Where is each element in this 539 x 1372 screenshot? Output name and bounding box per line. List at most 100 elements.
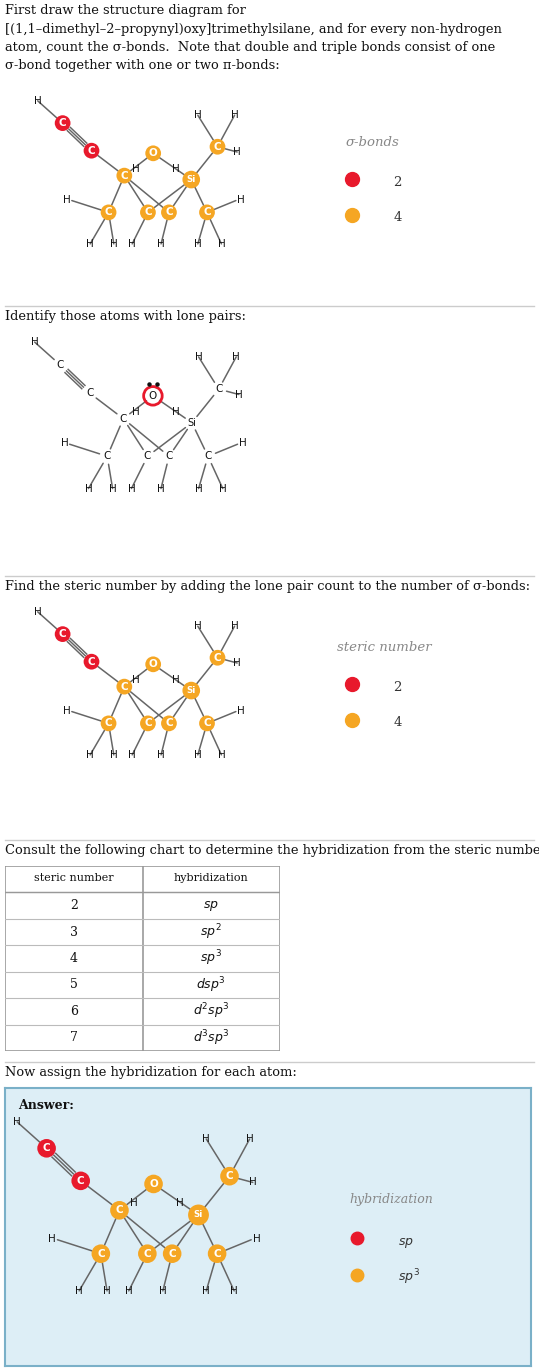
- Circle shape: [199, 716, 215, 731]
- Text: C: C: [88, 657, 95, 667]
- Text: C: C: [143, 1249, 151, 1258]
- Text: 7: 7: [70, 1032, 78, 1044]
- Text: C: C: [213, 1249, 221, 1258]
- Circle shape: [146, 656, 161, 672]
- Text: $sp^3$: $sp^3$: [201, 948, 222, 969]
- Text: C: C: [120, 414, 127, 424]
- Text: hybridization: hybridization: [174, 873, 248, 882]
- Text: H: H: [202, 1286, 210, 1297]
- Circle shape: [199, 204, 215, 221]
- Text: H: H: [157, 239, 165, 248]
- Text: 6: 6: [70, 1004, 78, 1018]
- Text: Find the steric number by adding the lone pair count to the number of σ-bonds:: Find the steric number by adding the lon…: [5, 580, 530, 593]
- Circle shape: [146, 145, 161, 161]
- Text: C: C: [86, 388, 93, 398]
- Text: Consult the following chart to determine the hybridization from the steric numbe: Consult the following chart to determine…: [5, 844, 539, 858]
- Text: H: H: [232, 351, 240, 362]
- Text: σ-bonds: σ-bonds: [345, 136, 399, 148]
- Text: $dsp^3$: $dsp^3$: [196, 975, 226, 995]
- Text: C: C: [88, 145, 95, 155]
- Text: H: H: [195, 483, 203, 494]
- Text: H: H: [86, 750, 94, 760]
- Text: C: C: [103, 451, 111, 461]
- Text: H: H: [75, 1286, 83, 1297]
- Text: $sp^2$: $sp^2$: [201, 922, 222, 941]
- Text: H: H: [233, 147, 241, 156]
- Text: C: C: [144, 451, 151, 461]
- Text: H: H: [109, 483, 116, 494]
- Text: C: C: [97, 1249, 105, 1258]
- Text: 2: 2: [393, 681, 402, 694]
- Text: H: H: [85, 483, 92, 494]
- Text: H: H: [61, 439, 69, 449]
- Text: C: C: [213, 653, 222, 663]
- Text: 3: 3: [70, 926, 78, 938]
- Circle shape: [116, 679, 132, 694]
- Text: H: H: [176, 1198, 184, 1207]
- Text: Now assign the hybridization for each atom:: Now assign the hybridization for each at…: [5, 1066, 297, 1078]
- Text: H: H: [235, 390, 243, 399]
- Text: hybridization: hybridization: [349, 1194, 433, 1206]
- Text: C: C: [105, 719, 112, 729]
- Text: H: H: [86, 239, 94, 248]
- Text: H: H: [194, 622, 202, 631]
- Text: C: C: [121, 170, 128, 181]
- Text: C: C: [144, 719, 152, 729]
- Circle shape: [188, 1205, 209, 1225]
- Text: H: H: [218, 239, 225, 248]
- Text: 4: 4: [70, 952, 78, 965]
- Text: $d^3sp^3$: $d^3sp^3$: [193, 1028, 230, 1048]
- Text: C: C: [77, 1176, 85, 1185]
- Text: H: H: [239, 439, 246, 449]
- Text: Si: Si: [186, 176, 196, 184]
- Text: Si: Si: [188, 417, 196, 428]
- Text: Identify those atoms with lone pairs:: Identify those atoms with lone pairs:: [5, 310, 246, 322]
- Text: O: O: [149, 391, 157, 401]
- Text: C: C: [57, 359, 64, 370]
- Circle shape: [161, 204, 177, 221]
- Text: H: H: [128, 239, 136, 248]
- Text: H: H: [237, 195, 245, 204]
- Text: H: H: [128, 483, 135, 494]
- Text: $sp$: $sp$: [203, 899, 219, 912]
- Text: C: C: [203, 719, 211, 729]
- Text: $d^2sp^3$: $d^2sp^3$: [193, 1002, 230, 1021]
- Text: 2: 2: [70, 899, 78, 912]
- Text: H: H: [195, 351, 203, 362]
- Text: 5: 5: [70, 978, 78, 992]
- Text: H: H: [194, 110, 202, 121]
- Text: H: H: [159, 1286, 167, 1297]
- Circle shape: [210, 139, 225, 155]
- Circle shape: [92, 1244, 110, 1264]
- Text: Answer:: Answer:: [18, 1099, 74, 1113]
- Text: H: H: [231, 110, 238, 121]
- Text: H: H: [64, 705, 71, 716]
- Text: H: H: [249, 1177, 257, 1187]
- Text: H: H: [157, 483, 165, 494]
- Text: H: H: [110, 239, 118, 248]
- Text: 4: 4: [393, 716, 402, 729]
- Text: H: H: [132, 407, 139, 417]
- Text: C: C: [165, 451, 172, 461]
- Circle shape: [37, 1139, 56, 1158]
- Text: H: H: [171, 675, 179, 685]
- Circle shape: [182, 682, 200, 700]
- Text: H: H: [194, 750, 202, 760]
- Circle shape: [210, 650, 225, 665]
- Text: H: H: [253, 1233, 261, 1244]
- Text: H: H: [230, 1286, 238, 1297]
- Text: H: H: [132, 165, 140, 174]
- Text: H: H: [129, 1198, 137, 1207]
- Text: H: H: [128, 750, 136, 760]
- Text: C: C: [204, 451, 212, 461]
- Text: H: H: [125, 1286, 133, 1297]
- Text: C: C: [121, 682, 128, 691]
- Circle shape: [140, 716, 156, 731]
- Text: H: H: [237, 705, 245, 716]
- Circle shape: [101, 204, 116, 221]
- Circle shape: [55, 626, 71, 642]
- Text: H: H: [172, 407, 179, 417]
- Text: O: O: [149, 148, 157, 158]
- Circle shape: [182, 170, 200, 188]
- Text: C: C: [43, 1143, 51, 1154]
